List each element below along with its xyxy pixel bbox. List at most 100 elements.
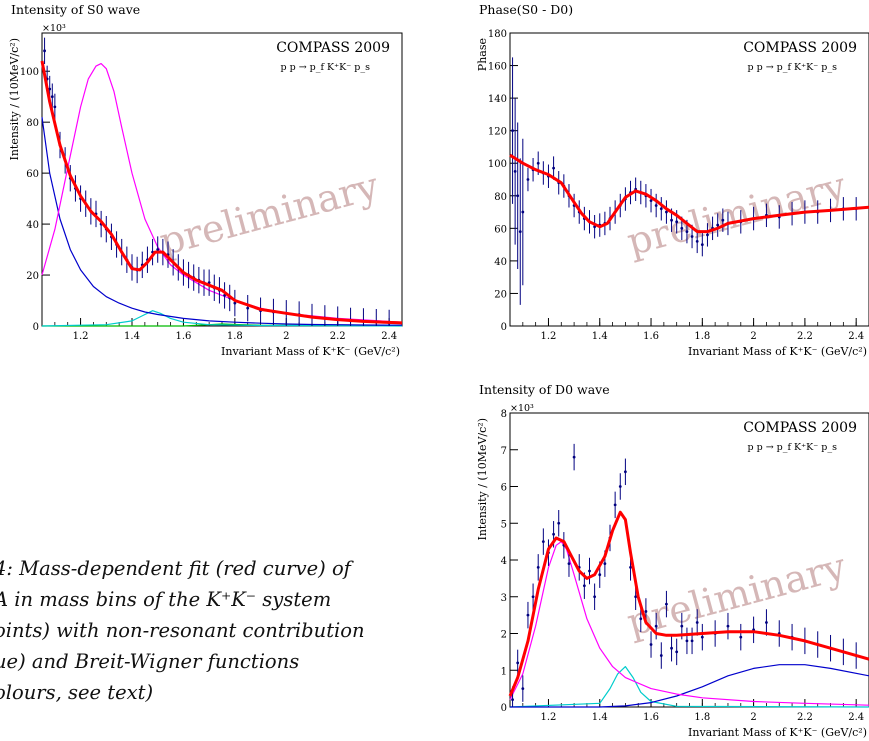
x-axis-label: Invariant Mass of K⁺K⁻ (GeV/c²): [688, 726, 867, 739]
reaction-label: p p → p_f K⁺K⁻ p_s: [748, 62, 838, 73]
data-point: [695, 621, 699, 624]
y-axis-label: Phase: [476, 38, 489, 71]
y-tick-label: 0: [501, 322, 507, 333]
data-point: [700, 635, 704, 639]
experiment-label: COMPASS 2009: [743, 40, 857, 56]
caption-line: 4: Mass-dependent fit (red curve) of: [0, 557, 351, 580]
y-tick-label: 20: [494, 289, 507, 300]
y-tick-label: 160: [488, 62, 507, 73]
data-point: [598, 573, 602, 577]
chart-panel-2: Phase(S0 - D0) COMPASS 2009 p p → p_f K⁺K⁻…: [476, 2, 869, 358]
preliminary-watermark: preliminary: [622, 163, 850, 264]
data-point: [690, 235, 694, 238]
data-point: [43, 49, 46, 53]
x-tick-label: 2.2: [330, 331, 346, 342]
data-point: [516, 194, 520, 198]
data-point: [670, 646, 673, 650]
data-point: [680, 226, 684, 230]
x-tick-label: 1.4: [592, 712, 608, 723]
y-exponent-label: ×10³: [42, 23, 66, 34]
x-tick-label: 2.4: [848, 712, 864, 723]
data-point: [526, 613, 530, 617]
reaction-label: p p → p_f K⁺K⁻ p_s: [748, 442, 838, 453]
data-point: [246, 306, 250, 310]
data-point: [629, 565, 632, 569]
data-point: [700, 243, 704, 247]
data-point: [582, 584, 586, 588]
data-point: [541, 540, 545, 544]
data-point: [513, 169, 517, 173]
data-point: [739, 635, 743, 639]
x-tick-label: 1.6: [175, 331, 191, 342]
data-point: [665, 210, 668, 214]
data-point: [649, 643, 653, 646]
caption-line: A in mass bins of the K⁺K⁻ system: [0, 588, 332, 611]
y-tick-label: 6: [501, 483, 507, 494]
reaction-label: p p → p_f K⁺K⁻ p_s: [281, 62, 371, 73]
x-axis-label: Invariant Mass of K⁺K⁻ (GeV/c²): [688, 345, 867, 358]
y-axis-label: Intensity / (10MeV/c²): [476, 418, 489, 541]
y-tick-label: 0: [501, 703, 507, 714]
data-point: [552, 532, 555, 536]
data-point: [765, 621, 768, 624]
data-point: [706, 233, 709, 237]
y-tick-label: 60: [494, 224, 507, 235]
chart-title: Phase(S0 - D0): [479, 2, 573, 17]
data-point: [588, 569, 591, 573]
x-tick-label: 1.2: [73, 331, 89, 342]
data-point: [521, 687, 525, 691]
data-point: [53, 105, 57, 109]
preliminary-watermark: preliminary: [155, 163, 383, 264]
bw2-curve: [41, 310, 403, 327]
data-point: [557, 521, 561, 525]
x-tick-label: 2: [283, 331, 289, 342]
data-point: [572, 455, 576, 459]
x-tick-label: 1.4: [592, 331, 608, 342]
chart-title: Intensity of S0 wave: [11, 2, 140, 17]
data-point: [521, 210, 525, 214]
background-curve: [510, 664, 869, 708]
data-point: [518, 230, 522, 233]
x-tick-label: 1.8: [694, 331, 710, 342]
x-tick-label: 2.2: [797, 331, 813, 342]
caption-line: ue) and Breit-Wigner functions: [0, 650, 300, 673]
bw1-curve: [509, 540, 869, 706]
y-tick-label: 20: [26, 271, 39, 282]
y-axis-label: Intensity / (10MeV/c²): [8, 38, 21, 161]
data-point: [618, 485, 622, 488]
x-tick-label: 2.4: [848, 331, 864, 342]
y-tick-label: 0: [33, 322, 39, 333]
data-point: [654, 204, 658, 207]
y-exponent-label: ×10³: [510, 403, 534, 414]
data-point: [552, 166, 555, 170]
x-tick-label: 1.6: [643, 712, 659, 723]
data-point: [613, 503, 617, 507]
x-tick-label: 2: [750, 712, 756, 723]
data-point: [567, 562, 571, 566]
fit-curve: [509, 153, 869, 234]
y-tick-label: 1: [501, 666, 507, 677]
x-tick-label: 1.2: [541, 712, 557, 723]
caption-line: olours, see text): [0, 681, 154, 704]
y-tick-label: 7: [501, 446, 507, 457]
data-point: [685, 639, 689, 643]
data-point: [526, 178, 530, 181]
x-tick-label: 2.4: [381, 331, 397, 342]
data-point: [649, 199, 653, 203]
background-curve: [41, 117, 403, 326]
y-tick-label: 100: [20, 67, 39, 78]
data-point: [716, 223, 720, 227]
x-axis-label: Invariant Mass of K⁺K⁻ (GeV/c²): [221, 345, 400, 358]
data-point: [536, 161, 540, 165]
data-point: [695, 239, 699, 243]
x-tick-label: 2: [750, 331, 756, 342]
bw2-curve: [509, 665, 869, 708]
data-point: [659, 654, 663, 657]
y-tick-label: 40: [494, 257, 507, 268]
chart-panel-3: Intensity of D0 wave COMPASS 2009 p p → p_…: [476, 382, 869, 739]
y-tick-label: 8: [501, 409, 507, 420]
x-tick-label: 1.4: [124, 331, 140, 342]
y-tick-label: 80: [26, 118, 39, 129]
data-point: [659, 207, 663, 211]
data-point: [531, 595, 535, 599]
